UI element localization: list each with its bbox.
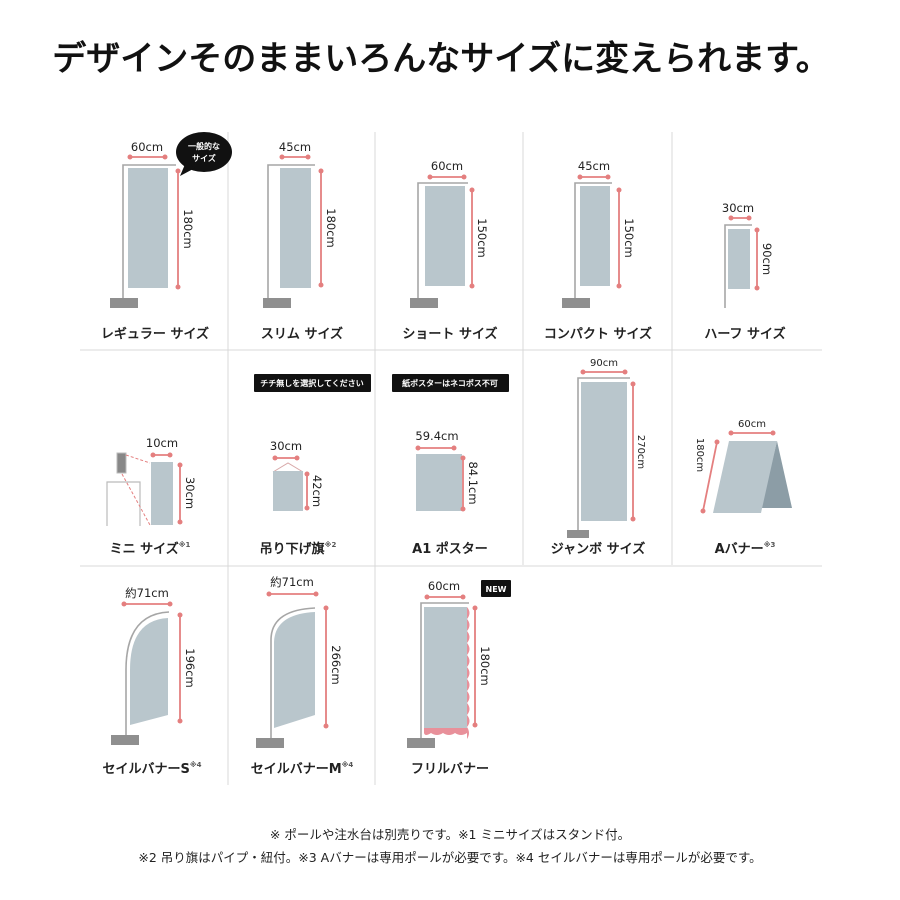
footnote-mark: ※2 [325, 540, 337, 549]
height-label: 42cm [310, 475, 324, 507]
svg-text:Aバナー※3: Aバナー※3 [715, 540, 776, 557]
item-a-banner: 60cm 180cm Aバナー※3 [694, 419, 792, 557]
item-name: レギュラー サイズ [101, 326, 209, 342]
item-compact: 45cm 150cm コンパクト サイズ [544, 159, 652, 342]
height-label: 150cm [622, 218, 636, 257]
item-name: ショート サイズ [402, 326, 497, 342]
width-label: 45cm [578, 159, 610, 173]
item-short: 60cm 150cm ショート サイズ [402, 159, 497, 342]
item-name: コンパクト サイズ [544, 326, 652, 342]
item-sail-banner-m: 約71cm 266cm セイルバナーM※4 [251, 575, 354, 777]
svg-text:セイルバナーM※4: セイルバナーM※4 [251, 760, 354, 777]
height-label: 90cm [760, 243, 774, 275]
item-mini: 10cm 30cm ミニ サイズ※1 [106, 436, 197, 557]
footnote-1: ※ ポールや注水台は別売りです。※1 ミニサイズはスタンド付。 [270, 827, 630, 842]
height-label: 270cm [635, 435, 646, 469]
height-label: 266cm [329, 645, 343, 684]
mini-banner-stand [116, 452, 127, 474]
width-label: 30cm [722, 201, 754, 215]
height-label: 180cm [324, 208, 338, 247]
svg-text:NEW: NEW [486, 585, 507, 594]
item-name: スリム サイズ [261, 326, 343, 342]
height-label: 180cm [694, 438, 705, 472]
height-label: 84.1cm [466, 461, 480, 504]
svg-text:ミニ サイズ※1: ミニ サイズ※1 [110, 540, 191, 557]
width-label: 45cm [279, 140, 311, 154]
width-label: 60cm [131, 140, 163, 154]
badge [254, 374, 371, 392]
width-label: 90cm [590, 358, 618, 369]
page-title: デザインそのままいろんなサイズに変えられます。 [52, 39, 830, 79]
footnote-2: ※2 吊り旗はパイプ・紐付。※3 Aバナーは専用ポールが必要です。※4 セイルバ… [138, 850, 761, 865]
svg-text:チチ無しを選択してください: チチ無しを選択してください [260, 378, 364, 388]
item-name: Aバナー [715, 542, 764, 557]
svg-text:一般的な: 一般的な [188, 141, 220, 151]
width-label: 10cm [146, 436, 178, 450]
item-name: ミニ サイズ [110, 541, 179, 557]
grid-lines [80, 132, 822, 785]
width-label: 59.4cm [415, 429, 458, 443]
stand-base [110, 298, 138, 308]
width-label: 60cm [738, 419, 766, 430]
svg-text:サイズ: サイズ [192, 153, 216, 163]
height-label: 180cm [478, 646, 492, 685]
item-slim: 45cm 180cm スリム サイズ [261, 140, 343, 342]
height-label: 180cm [181, 209, 195, 248]
item-name: 吊り下げ旗 [260, 541, 325, 557]
speech-bubble: 一般的な サイズ [176, 132, 232, 176]
item-name: ジャンボ サイズ [551, 541, 646, 557]
item-name: セイルバナーM [251, 762, 342, 777]
height-label: 150cm [475, 218, 489, 257]
footnote-mark: ※1 [179, 540, 191, 549]
svg-text:セイルバナーS※4: セイルバナーS※4 [102, 760, 201, 777]
width-label: 60cm [428, 579, 460, 593]
item-a1-poster: 紙ポスターはネコポス不可 59.4cm 84.1cm A1 ポスター [392, 374, 509, 557]
item-jumbo: 90cm 270cm ジャンボ サイズ [551, 358, 646, 557]
item-half: 30cm 90cm ハーフ サイズ [704, 201, 785, 342]
item-frill-banner: NEW 60cm 180cm フリルバナー [407, 579, 511, 777]
item-name: A1 ポスター [412, 541, 488, 557]
item-hanging-flag: チチ無しを選択してください 30cm 42cm 吊り下げ旗※2 [254, 374, 371, 557]
table [106, 481, 141, 526]
width-label: 30cm [270, 439, 302, 453]
badge [392, 374, 509, 392]
height-label: 196cm [183, 648, 197, 687]
width-label: 60cm [431, 159, 463, 173]
item-name: セイルバナーS [102, 762, 189, 777]
item-name: ハーフ サイズ [704, 326, 785, 342]
new-badge [481, 580, 511, 597]
svg-text:紙ポスターはネコポス不可: 紙ポスターはネコポス不可 [402, 378, 498, 388]
item-regular: 60cm 180cm 一般的な サイズ レギュラー サイズ [101, 132, 232, 342]
item-name: フリルバナー [411, 762, 489, 777]
svg-text:吊り下げ旗※2: 吊り下げ旗※2 [260, 540, 337, 557]
footnote-mark: ※4 [342, 760, 354, 769]
width-label: 約71cm [270, 575, 314, 589]
footnote-mark: ※3 [764, 540, 776, 549]
item-sail-banner-s: 約71cm 196cm セイルバナーS※4 [102, 586, 201, 777]
height-label: 30cm [183, 477, 197, 509]
banner [128, 168, 168, 288]
footnote-mark: ※4 [190, 760, 202, 769]
width-label: 約71cm [125, 586, 169, 600]
